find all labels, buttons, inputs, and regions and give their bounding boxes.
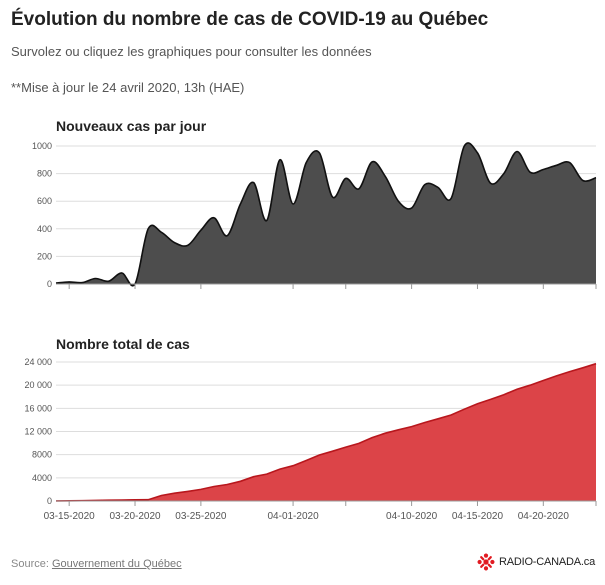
total-y-tick-label: 0 — [47, 496, 52, 506]
total-area — [56, 363, 596, 501]
total-data-point — [580, 365, 585, 370]
daily-area — [56, 142, 596, 286]
total-data-point — [119, 497, 124, 502]
total-y-tick-label: 20 000 — [24, 380, 52, 390]
daily-series-line — [55, 142, 597, 287]
total-data-point — [291, 463, 296, 468]
total-data-point — [343, 445, 348, 450]
brand[interactable]: RADIO-CANADA.ca — [477, 553, 595, 571]
total-y-tick-label: 8000 — [32, 450, 52, 460]
total-data-point — [554, 373, 559, 378]
total-cases-chart-title: Nombre total de cas — [56, 336, 190, 352]
total-data-point — [185, 489, 190, 494]
total-series-line — [55, 362, 597, 502]
total-data-point — [238, 479, 243, 484]
total-data-point — [356, 441, 361, 446]
total-data-point — [541, 378, 546, 383]
brand-text: RADIO-CANADA.ca — [498, 556, 595, 568]
page-subtitle: Survolez ou cliquez les graphiques pour … — [11, 44, 372, 59]
total-x-tick-label: 03-20-2020 — [109, 511, 161, 522]
total-data-point — [594, 361, 599, 366]
total-y-tick-label: 24 000 — [24, 357, 52, 367]
total-data-point — [251, 474, 256, 479]
daily-y-tick-label: 600 — [37, 196, 52, 206]
daily-cases-chart[interactable]: 0 200 400 600 800 1000 — [0, 0, 605, 300]
daily-cases-chart-title: Nouveaux cas par jour — [56, 118, 207, 134]
total-data-point — [225, 482, 230, 487]
total-data-point — [106, 498, 111, 503]
total-data-point — [449, 412, 454, 417]
total-x-tick-label: 04-15-2020 — [452, 511, 504, 522]
total-data-point — [317, 452, 322, 457]
total-data-point — [93, 498, 98, 503]
page-title: Évolution du nombre de cas de COVID-19 a… — [11, 9, 489, 30]
total-data-point — [198, 487, 203, 492]
source-link[interactable]: Gouvernement du Québec — [51, 558, 182, 570]
total-y-tick-label: 12 000 — [24, 427, 52, 437]
radio-canada-logo-icon — [477, 553, 495, 571]
daily-y-tick-label: 800 — [37, 169, 52, 179]
daily-y-tick-label: 200 — [37, 251, 52, 261]
total-data-point — [370, 435, 375, 440]
total-y-tick-label: 4000 — [32, 473, 52, 483]
total-data-point — [514, 387, 519, 392]
total-data-point — [501, 392, 506, 397]
total-data-point — [396, 427, 401, 432]
total-data-point — [422, 420, 427, 425]
total-x-tick-label: 04-01-2020 — [267, 511, 319, 522]
total-x-tick-label: 04-20-2020 — [518, 511, 570, 522]
total-data-point — [264, 472, 269, 477]
total-x-tick-label: 04-10-2020 — [386, 511, 438, 522]
total-data-point — [277, 467, 282, 472]
total-data-point — [330, 449, 335, 454]
total-x-tick-label: 03-15-2020 — [44, 511, 96, 522]
source-prefix: Source: — [11, 558, 52, 570]
total-data-point — [475, 401, 480, 406]
total-data-point — [212, 484, 217, 489]
total-data-point — [462, 407, 467, 412]
source-note: Source: Gouvernement du Québec — [11, 558, 182, 570]
update-note: **Mise à jour le 24 avril 2020, 13h (HAE… — [11, 80, 245, 95]
total-data-point — [567, 369, 572, 374]
total-data-point — [172, 491, 177, 496]
daily-y-tick-label: 400 — [37, 224, 52, 234]
total-data-point — [409, 424, 414, 429]
total-data-point — [435, 416, 440, 421]
total-data-point — [383, 431, 388, 436]
total-data-point — [528, 383, 533, 388]
total-data-point — [304, 458, 309, 463]
total-data-point — [488, 397, 493, 402]
daily-y-tick-label: 0 — [47, 279, 52, 289]
total-data-point — [159, 493, 164, 498]
total-x-tick-label: 03-25-2020 — [175, 511, 227, 522]
daily-y-tick-label: 1000 — [32, 141, 52, 151]
total-y-tick-label: 16 000 — [24, 403, 52, 413]
